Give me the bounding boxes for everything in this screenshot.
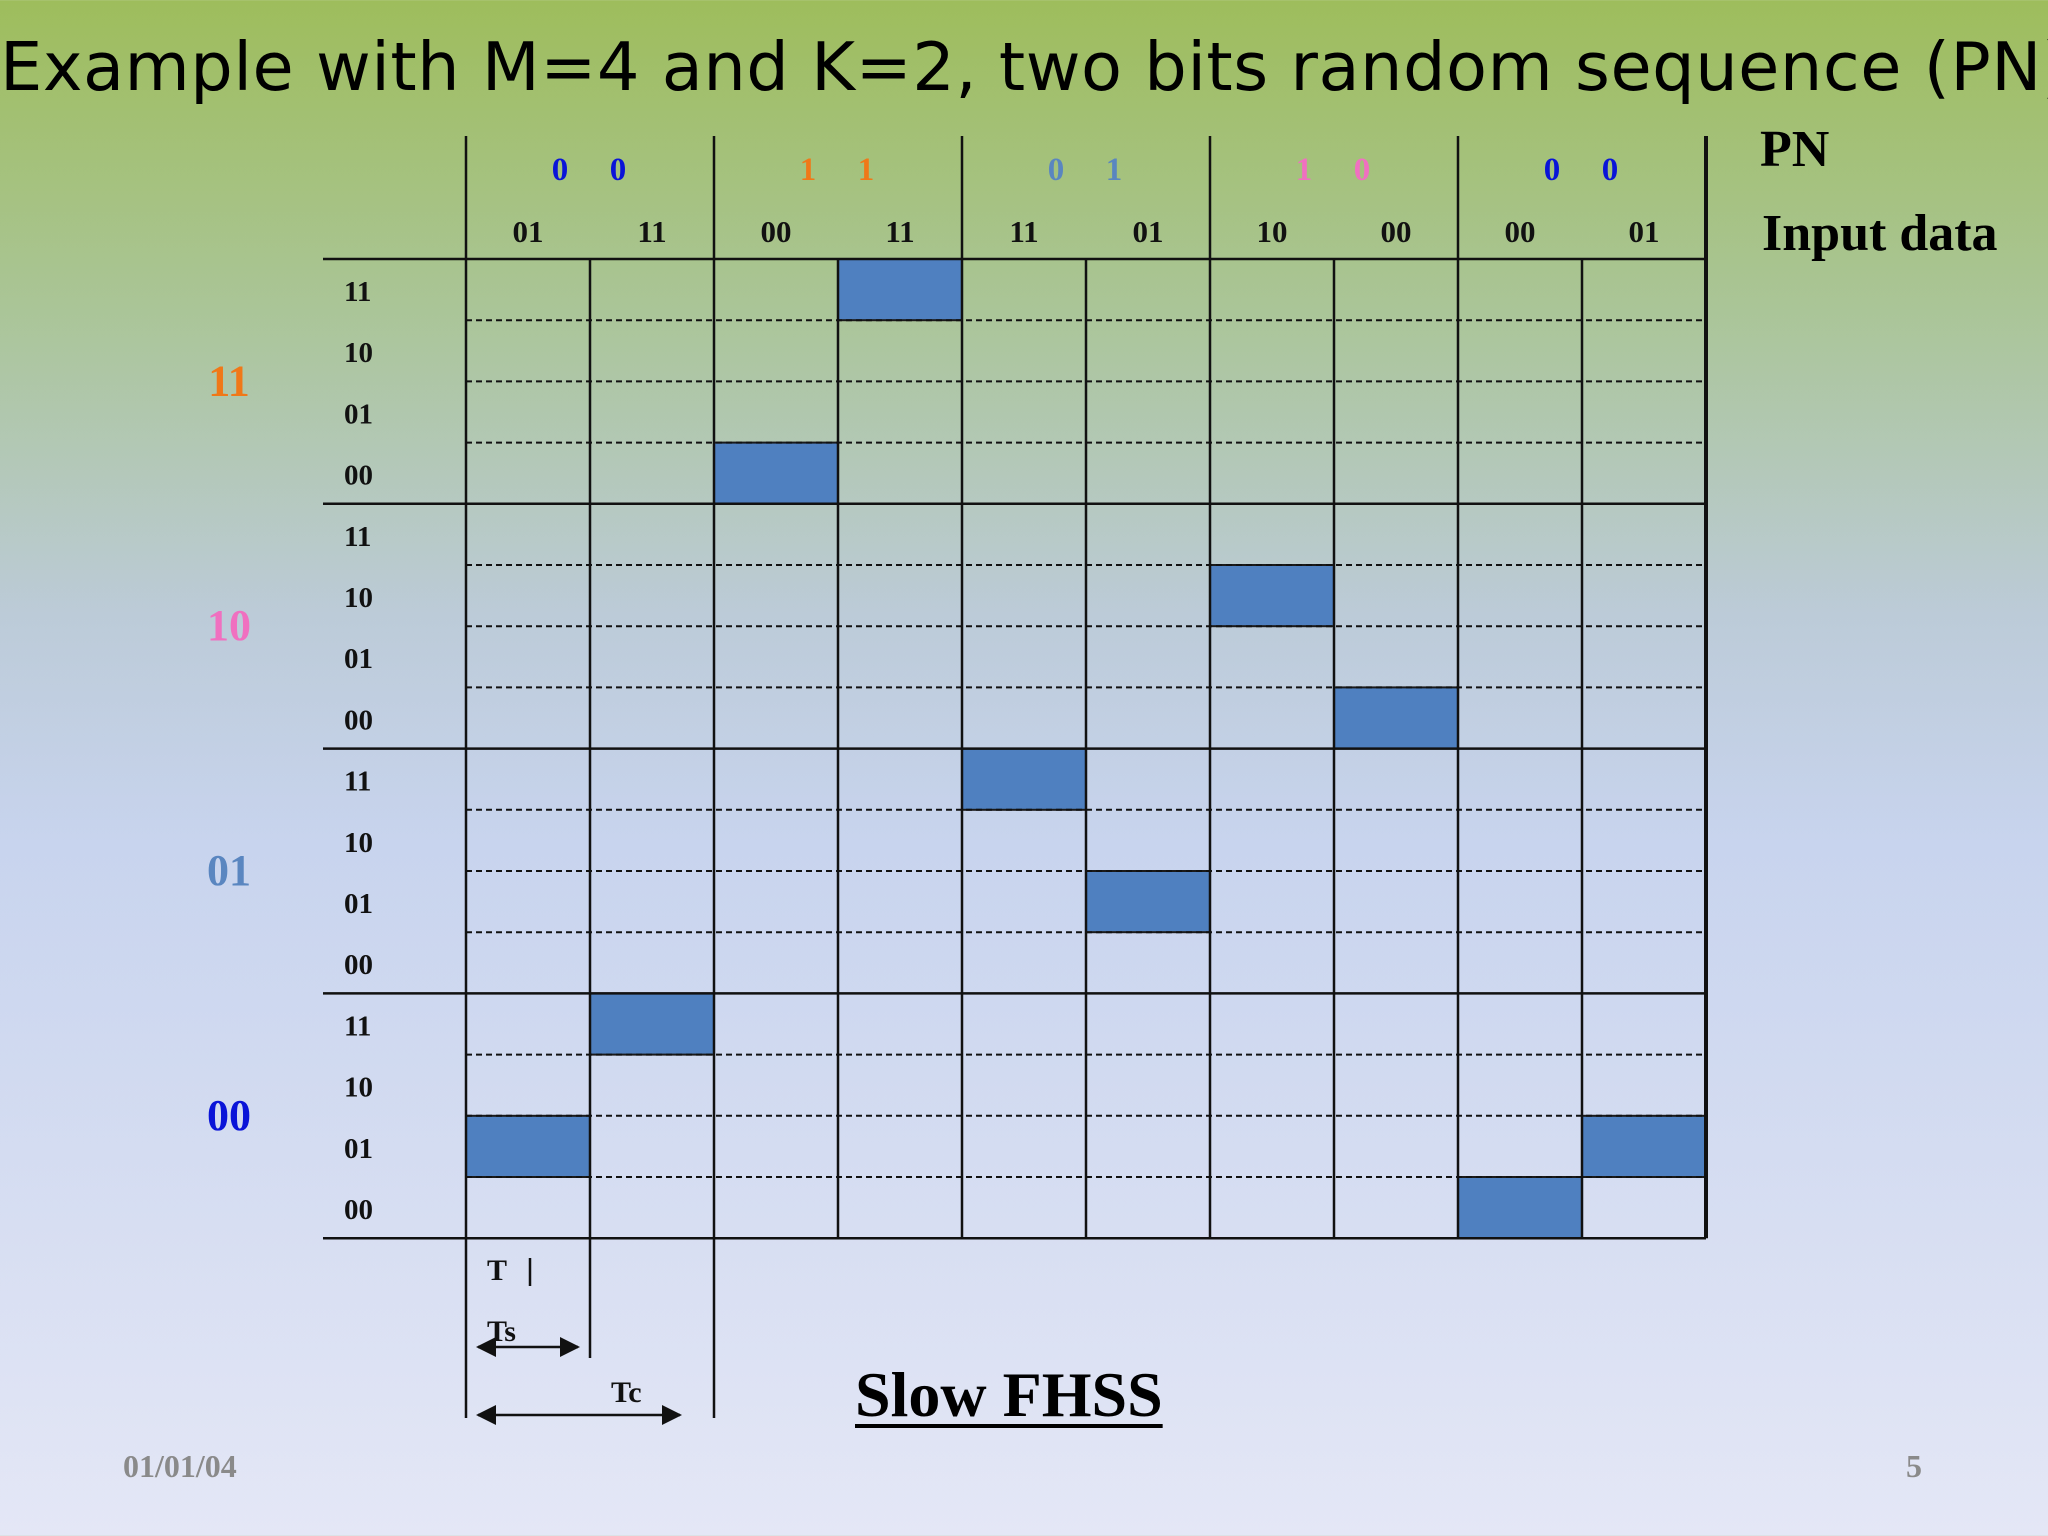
input-data-label: 00 [1381, 214, 1412, 249]
frequency-row-label: 10 [344, 582, 373, 614]
input-data-label: Input data [1762, 205, 1998, 262]
frequency-row-label: 11 [344, 1010, 371, 1042]
hop-cell-7 [1333, 686, 1459, 750]
footer-date: 01/01/04 [123, 1448, 237, 1484]
pn-bit: 1 [1296, 152, 1313, 188]
input-data-label: 00 [761, 214, 792, 249]
pn-bit: 0 [610, 152, 627, 188]
input-data-label: 11 [1009, 214, 1038, 249]
input-data-label: 01 [1629, 214, 1660, 249]
hop-cell-9 [1581, 1114, 1707, 1179]
frequency-row-label: 10 [344, 337, 373, 369]
frequency-row-label: 01 [344, 643, 373, 675]
pn-bit: 1 [1106, 152, 1123, 188]
group-label: 11 [208, 356, 250, 405]
frequency-row-label: 00 [344, 704, 373, 736]
hop-cell-1 [589, 992, 715, 1056]
timing-t-label: T [487, 1254, 507, 1287]
input-data-label: 11 [885, 214, 914, 249]
frequency-row-label: 01 [344, 398, 373, 430]
hop-cell-0 [465, 1114, 591, 1179]
pn-bit: 1 [858, 152, 875, 188]
hop-cell-6 [1209, 564, 1335, 628]
slide-title: Example with M=4 and K=2, two bits rando… [0, 28, 2048, 106]
pn-label: PN [1760, 121, 1830, 178]
frequency-row-label: 11 [344, 766, 371, 798]
pn-bit: 0 [1048, 152, 1065, 188]
hop-cell-3 [837, 258, 963, 322]
frequency-row-label: 00 [344, 1194, 373, 1226]
slow-fhss-label: Slow FHSS [855, 1359, 1163, 1430]
group-label: 00 [207, 1091, 251, 1140]
input-data-label: 10 [1257, 214, 1288, 249]
pn-bit: 0 [1544, 152, 1561, 188]
pn-bit: 0 [1602, 152, 1619, 188]
hop-cell-4 [961, 747, 1087, 811]
input-data-label: 00 [1505, 214, 1536, 249]
pn-bit: 0 [552, 152, 569, 188]
frequency-row-label: 11 [344, 521, 371, 553]
frequency-row-label: 01 [344, 888, 373, 920]
group-label: 10 [207, 601, 251, 650]
hop-cell-8 [1457, 1176, 1583, 1240]
timing-tc-label: Tc [611, 1376, 642, 1409]
input-data-label: 11 [637, 214, 666, 249]
input-data-label: 01 [1133, 214, 1164, 249]
group-label: 01 [207, 846, 251, 895]
page-number: 5 [1906, 1448, 1922, 1484]
input-data-label: 01 [513, 214, 544, 249]
pn-bit: 1 [800, 152, 817, 188]
hop-cell-2 [713, 441, 839, 505]
frequency-row-label: 10 [344, 827, 373, 859]
timing-ts-label: Ts [487, 1315, 516, 1348]
hop-cell-5 [1085, 870, 1211, 934]
pn-bit: 0 [1354, 152, 1371, 188]
frequency-row-label: 00 [344, 460, 373, 492]
frequency-row-label: 00 [344, 949, 373, 981]
frequency-row-label: 01 [344, 1133, 373, 1165]
frequency-row-label: 11 [344, 276, 371, 308]
frequency-row-label: 10 [344, 1072, 373, 1104]
